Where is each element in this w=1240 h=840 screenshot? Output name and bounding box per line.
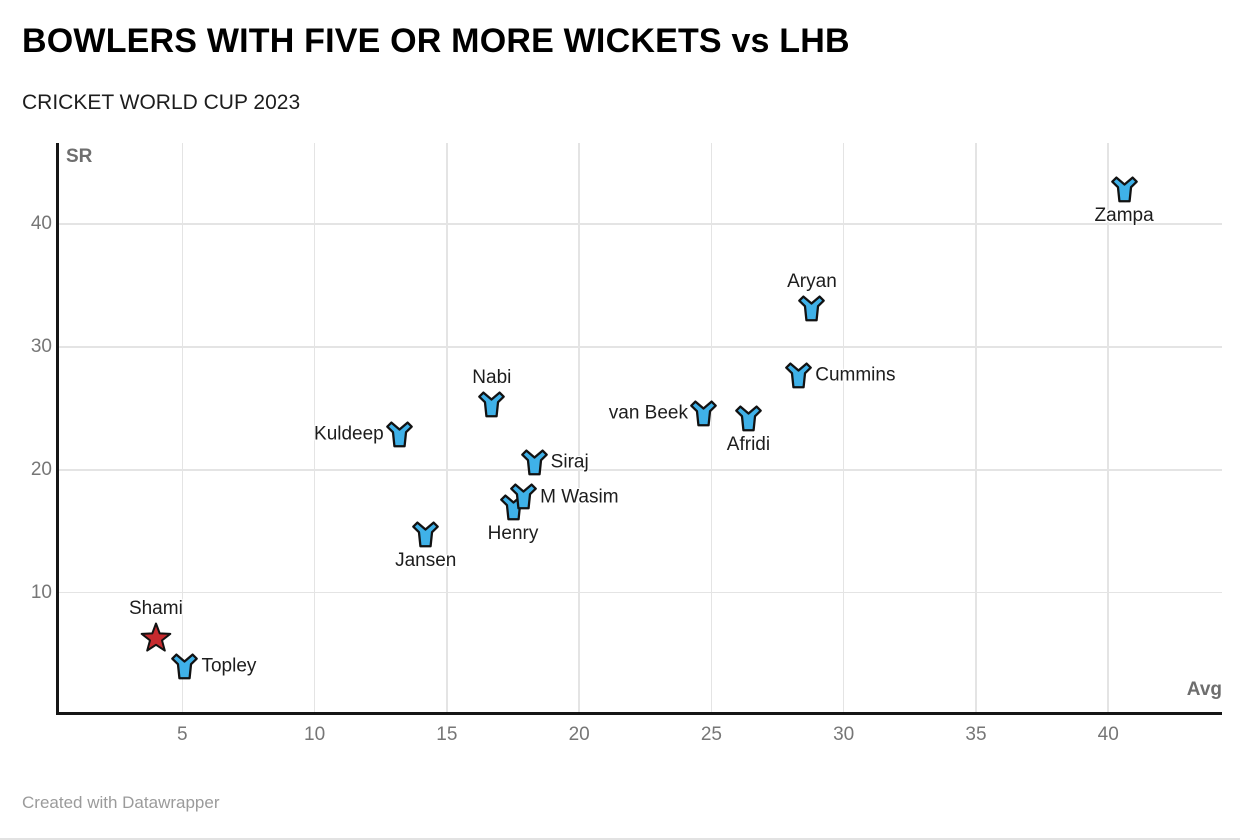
shirt-marker-aryan[interactable] xyxy=(797,295,826,322)
point-label-aryan: Aryan xyxy=(787,271,837,293)
x-tick-label: 35 xyxy=(965,724,987,745)
point-label-siraj: Siraj xyxy=(550,451,589,473)
shirt-marker-m-wasim[interactable] xyxy=(509,483,538,510)
shirt-marker-siraj[interactable] xyxy=(520,449,549,476)
shirt-marker-afridi[interactable] xyxy=(734,405,763,432)
gridline-horizontal xyxy=(58,591,1222,594)
x-tick-label: 20 xyxy=(568,724,590,745)
chart-subtitle: CRICKET WORLD CUP 2023 xyxy=(22,91,301,114)
gridline-vertical xyxy=(1107,143,1109,713)
shirt-marker-jansen[interactable] xyxy=(411,521,440,548)
x-tick-label: 10 xyxy=(304,724,326,745)
shirt-marker-kuldeep[interactable] xyxy=(385,421,414,448)
y-tick-label: 30 xyxy=(30,335,52,357)
gridline-vertical xyxy=(578,143,580,713)
point-label-afridi: Afridi xyxy=(726,433,771,455)
shirt-marker-cummins[interactable] xyxy=(784,362,813,389)
x-tick-label: 25 xyxy=(700,724,722,745)
shirt-marker-zampa[interactable] xyxy=(1110,176,1139,203)
gridline-vertical xyxy=(313,143,316,713)
y-axis-title: SR xyxy=(66,146,93,167)
gridline-vertical xyxy=(975,143,977,713)
y-tick-label: 40 xyxy=(30,213,52,235)
x-axis-line xyxy=(56,711,1222,715)
x-tick-label: 15 xyxy=(436,724,458,745)
point-label-nabi: Nabi xyxy=(472,367,512,389)
y-tick-label: 20 xyxy=(30,458,52,480)
shirt-marker-van-beek[interactable] xyxy=(689,400,718,427)
x-axis-title: Avg xyxy=(1186,679,1222,700)
gridline-vertical xyxy=(710,143,713,713)
point-label-kuldeep: Kuldeep xyxy=(314,423,384,445)
point-label-van-beek: van Beek xyxy=(608,402,688,424)
point-label-topley: Topley xyxy=(201,655,257,677)
point-label-jansen: Jansen xyxy=(395,550,457,572)
x-tick-label: 5 xyxy=(177,724,188,745)
gridline-horizontal xyxy=(58,346,1222,348)
shirt-marker-topley[interactable] xyxy=(170,653,199,680)
window-bottom-edge xyxy=(0,838,1240,840)
gridline-vertical xyxy=(842,143,845,713)
gridline-vertical xyxy=(181,143,184,713)
y-tick-label: 10 xyxy=(30,581,52,603)
point-label-shami: Shami xyxy=(128,598,183,620)
x-tick-label: 30 xyxy=(833,724,855,745)
shirt-marker-nabi[interactable] xyxy=(477,391,506,418)
point-label-zampa: Zampa xyxy=(1094,205,1154,227)
x-tick-label: 40 xyxy=(1097,724,1119,745)
gridline-horizontal xyxy=(58,469,1222,471)
point-label-cummins: Cummins xyxy=(815,364,896,386)
attribution-text: Created with Datawrapper xyxy=(22,793,220,812)
star-marker-shami[interactable] xyxy=(139,622,173,654)
point-label-m-wasim: M Wasim xyxy=(540,486,619,508)
y-axis-line xyxy=(56,143,59,713)
point-label-henry: Henry xyxy=(487,523,539,545)
gridline-vertical xyxy=(446,143,448,713)
chart-title: BOWLERS WITH FIVE OR MORE WICKETS vs LHB xyxy=(22,22,850,60)
gridline-horizontal xyxy=(58,223,1222,225)
